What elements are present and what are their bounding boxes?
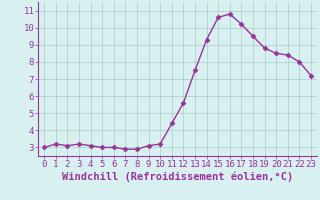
X-axis label: Windchill (Refroidissement éolien,°C): Windchill (Refroidissement éolien,°C)	[62, 172, 293, 182]
